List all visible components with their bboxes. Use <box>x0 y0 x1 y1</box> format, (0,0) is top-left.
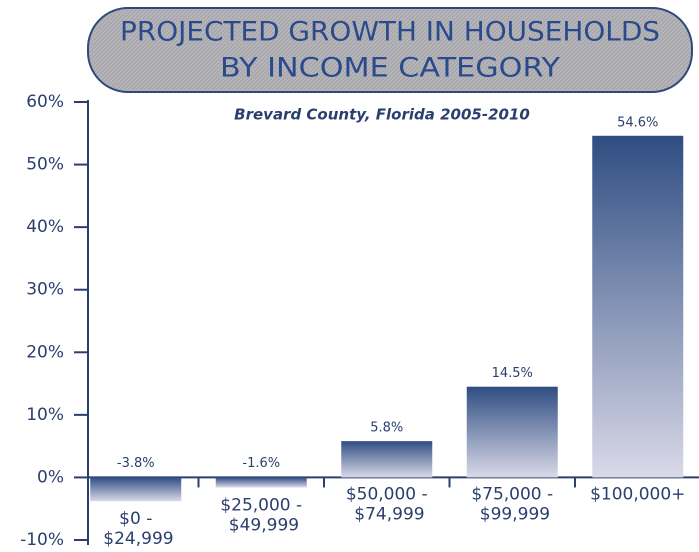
chart-title: BY INCOME CATEGORY <box>220 53 561 84</box>
x-tick-label: $50,000 - $74,999 <box>346 484 428 524</box>
bar <box>215 477 307 488</box>
value-label: 5.8% <box>370 421 403 436</box>
x-tick-label: $100,000+ <box>590 484 685 504</box>
x-tick-label: $25,000 - $49,999 <box>220 495 302 535</box>
y-tick-label: 40% <box>26 217 64 237</box>
bar <box>592 135 684 478</box>
value-label: -3.8% <box>117 456 155 471</box>
x-tick-label: $75,000 - $99,999 <box>471 484 553 524</box>
y-tick-label: 10% <box>26 405 64 425</box>
title-box <box>87 7 693 93</box>
chart-title: PROJECTED GROWTH IN HOUSEHOLDS <box>120 17 660 48</box>
bar <box>90 477 182 502</box>
y-tick-label: 20% <box>26 342 64 362</box>
y-tick-label: 30% <box>26 280 64 300</box>
value-label: 54.6% <box>617 115 658 130</box>
x-tick-label: $0 - $24,999 <box>98 509 174 549</box>
value-label: 14.5% <box>492 366 533 381</box>
y-tick-label: 60% <box>26 92 64 112</box>
chart-subtitle: Brevard County, Florida 2005-2010 <box>234 106 530 124</box>
bar <box>341 441 433 478</box>
y-tick-label: 50% <box>26 155 64 175</box>
y-tick-label: -10% <box>20 530 64 550</box>
bar <box>466 386 558 478</box>
value-label: -1.6% <box>242 456 280 471</box>
y-tick-label: 0% <box>37 467 64 487</box>
